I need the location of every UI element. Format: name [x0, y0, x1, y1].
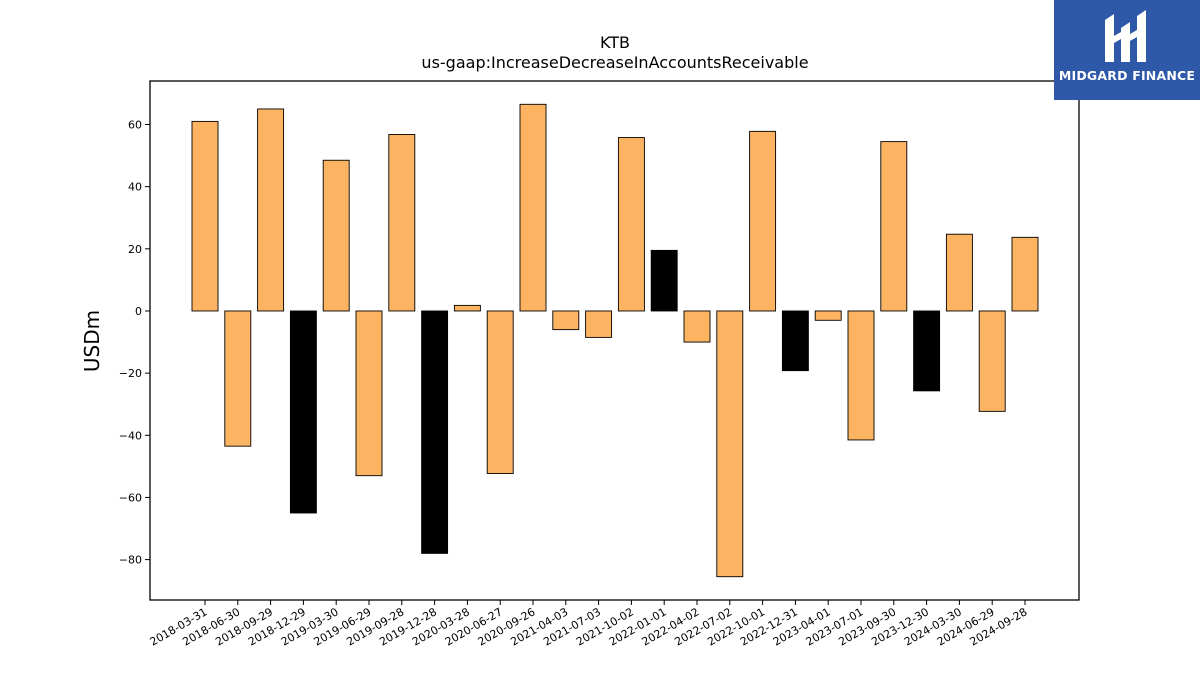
- bar-2018-12-29: [289, 310, 317, 514]
- bar-2024-09-28: [1011, 236, 1039, 312]
- bar-2019-06-29: [355, 310, 383, 477]
- chart-subtitle: us-gaap:IncreaseDecreaseInAccountsReceiv…: [421, 53, 808, 72]
- y-tick-label: −40: [119, 429, 142, 442]
- bar-2023-07-01: [847, 310, 875, 441]
- bar-2019-03-30: [322, 159, 350, 312]
- bar-2018-06-30: [224, 310, 252, 447]
- bar-2024-03-30: [945, 233, 973, 312]
- bar-2022-07-02: [716, 310, 744, 578]
- y-tick-label: −80: [119, 554, 142, 567]
- chart-title: KTB: [600, 33, 630, 52]
- bar-2020-09-26: [519, 103, 547, 312]
- bar-2022-12-31: [781, 310, 809, 372]
- y-tick-label: 40: [128, 181, 142, 194]
- plot-frame: [149, 80, 1080, 601]
- bar-2021-10-02: [617, 137, 645, 312]
- y-tick-label: 20: [128, 243, 142, 256]
- bar-2021-04-03: [552, 310, 580, 331]
- bar-2022-01-01: [650, 249, 678, 312]
- bar-2020-06-27: [486, 310, 514, 474]
- bar-2019-12-28: [421, 310, 449, 554]
- bar-2021-07-03: [585, 310, 613, 338]
- y-tick-label: 0: [135, 305, 142, 318]
- bar-2022-10-01: [749, 130, 777, 312]
- y-tick-label: −60: [119, 491, 142, 504]
- y-tick-label: −20: [119, 367, 142, 380]
- bar-2020-03-28: [453, 304, 481, 312]
- logo-text: MIDGARD FINANCE: [1058, 68, 1196, 83]
- bar-series: [191, 103, 1039, 578]
- bar-2023-09-30: [880, 141, 908, 312]
- y-tick-label: 60: [128, 119, 142, 132]
- bar-2018-03-31: [191, 120, 219, 312]
- midgard-finance-logo: MIDGARD FINANCE: [1054, 0, 1200, 100]
- bar-2022-04-02: [683, 310, 711, 343]
- bar-2023-04-01: [814, 310, 842, 321]
- bar-2019-09-28: [388, 133, 416, 312]
- bar-2024-06-29: [978, 310, 1006, 412]
- bar-2023-12-30: [913, 310, 941, 392]
- bar-2018-09-29: [257, 108, 285, 312]
- y-axis: 60 40 20 0 −20 −40 −60 −80: [119, 119, 150, 567]
- midgard-logo-icon: [1105, 10, 1146, 62]
- y-axis-label: USDm: [80, 310, 104, 372]
- x-axis: 2018-03-312018-06-302018-09-292018-12-29…: [148, 600, 1030, 649]
